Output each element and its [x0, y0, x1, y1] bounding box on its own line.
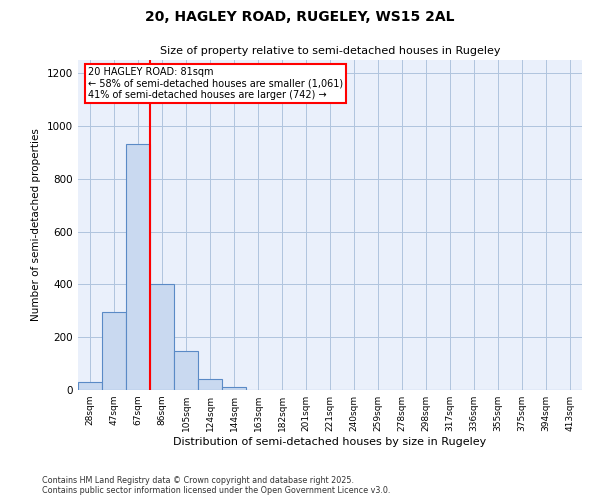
Text: Contains HM Land Registry data © Crown copyright and database right 2025.
Contai: Contains HM Land Registry data © Crown c… [42, 476, 391, 495]
Bar [174, 351, 198, 390]
X-axis label: Distribution of semi-detached houses by size in Rugeley: Distribution of semi-detached houses by … [173, 437, 487, 447]
Text: 20 HAGLEY ROAD: 81sqm
← 58% of semi-detached houses are smaller (1,061)
41% of s: 20 HAGLEY ROAD: 81sqm ← 58% of semi-deta… [88, 66, 343, 100]
Title: Size of property relative to semi-detached houses in Rugeley: Size of property relative to semi-detach… [160, 46, 500, 56]
Bar [198, 380, 222, 390]
Bar [78, 382, 102, 390]
Y-axis label: Number of semi-detached properties: Number of semi-detached properties [31, 128, 41, 322]
Text: 20, HAGLEY ROAD, RUGELEY, WS15 2AL: 20, HAGLEY ROAD, RUGELEY, WS15 2AL [145, 10, 455, 24]
Bar [222, 388, 246, 390]
Bar [102, 312, 126, 390]
Bar [150, 284, 174, 390]
Bar [126, 144, 150, 390]
